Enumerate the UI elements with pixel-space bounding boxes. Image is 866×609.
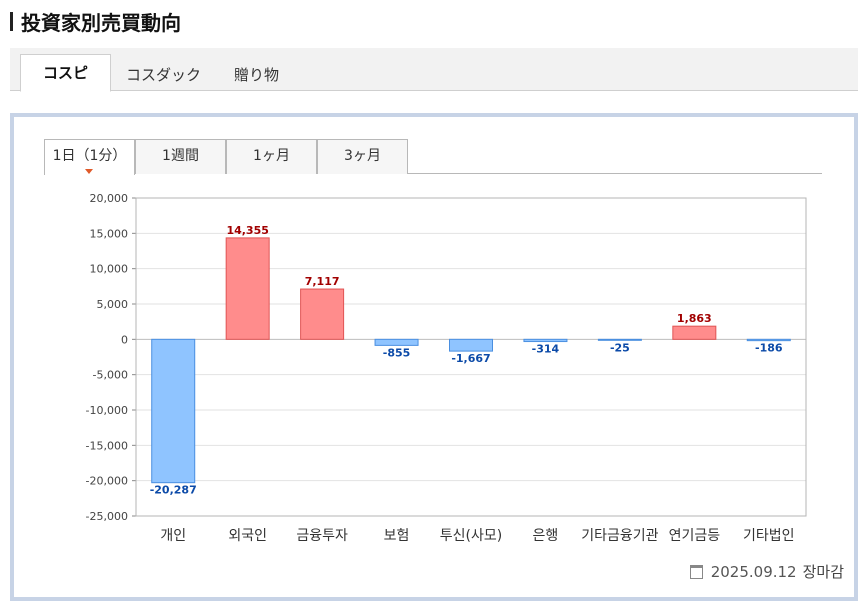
market-tab-bar: コスピ コスダック 贈り物: [10, 48, 858, 92]
y-tick-label: -15,000: [86, 439, 128, 452]
investor-bar-chart: 20,000 15,000 10,000 5,000 0 -5,000 -10,000 -15…: [86, 192, 807, 544]
y-tick-label: 15,000: [90, 227, 129, 240]
tab-kosdaq[interactable]: コスダック: [126, 66, 202, 84]
x-tick-label: 개인: [160, 528, 186, 544]
y-tick-label: -5,000: [93, 369, 128, 382]
x-tick-label: 연기금등: [669, 528, 721, 544]
title-accent-bar: [10, 11, 13, 31]
data-label: -314: [532, 343, 560, 356]
tab-period-1day-label: 1日（1分）: [52, 148, 127, 164]
data-label: -20,287: [150, 484, 197, 497]
market-status: 2025.09.12 장마감: [689, 561, 844, 582]
bar-연기금등: [672, 325, 717, 340]
y-tick-label: -25,000: [86, 510, 128, 523]
caret-down-icon: [85, 169, 93, 174]
plot-frame: [135, 197, 807, 517]
bar-기타법인: [746, 338, 791, 342]
x-tick-label: 은행: [533, 528, 559, 544]
x-tick-label: 외국인: [228, 528, 267, 544]
data-label: -186: [755, 342, 783, 355]
data-label: -1,667: [451, 352, 490, 365]
data-label: 14,355: [226, 224, 268, 237]
bar-은행: [523, 338, 568, 343]
y-tick-label: 5,000: [97, 298, 129, 311]
bar-개인: [151, 338, 196, 484]
x-tick-label: 투신(사모): [440, 528, 502, 544]
bar-투신(사모): [449, 338, 493, 352]
tab-kospi[interactable]: コスピ: [20, 54, 112, 92]
page-title: 投資家別売買動向: [10, 6, 181, 36]
x-tick-label: 기타금융기관: [581, 528, 658, 544]
data-label: 7,117: [305, 275, 340, 288]
tab-gift[interactable]: 贈り物: [234, 66, 280, 84]
tab-period-1week[interactable]: 1週間: [135, 139, 226, 174]
y-tick-label: 10,000: [90, 263, 129, 276]
page-title-text: 投資家別売買動向: [21, 10, 181, 35]
calendar-icon: [689, 564, 703, 579]
y-tick-label: 20,000: [90, 192, 129, 205]
status-date: 2025.09.12: [710, 562, 797, 581]
y-tick-label: -20,000: [86, 475, 128, 488]
y-tick-label: -10,000: [86, 404, 128, 417]
bar-기타금융: [597, 338, 642, 341]
tab-period-3month[interactable]: 3ヶ月: [317, 139, 408, 174]
x-tick-label: 보험: [384, 528, 410, 544]
y-tick-label: 0: [121, 333, 128, 346]
tab-period-1day[interactable]: 1日（1分）: [44, 139, 135, 175]
x-tick-label: 기타법인: [743, 528, 795, 544]
bar-외국인: [225, 237, 270, 340]
data-label: 1,863: [677, 312, 712, 325]
data-label: -25: [610, 341, 630, 354]
tab-period-1month[interactable]: 1ヶ月: [226, 139, 317, 174]
bar-금융투자: [300, 288, 345, 340]
chart-panel: 1日（1分） 1週間 1ヶ月 3ヶ月 20,000 15,000 10,000 5,0…: [10, 113, 858, 601]
status-state: 장마감: [802, 563, 844, 581]
period-tab-bar: 1日（1分） 1週間 1ヶ月 3ヶ月: [44, 139, 822, 175]
bar-보험: [374, 338, 419, 346]
x-tick-label: 금융투자: [296, 528, 348, 544]
data-label: -855: [383, 346, 411, 359]
